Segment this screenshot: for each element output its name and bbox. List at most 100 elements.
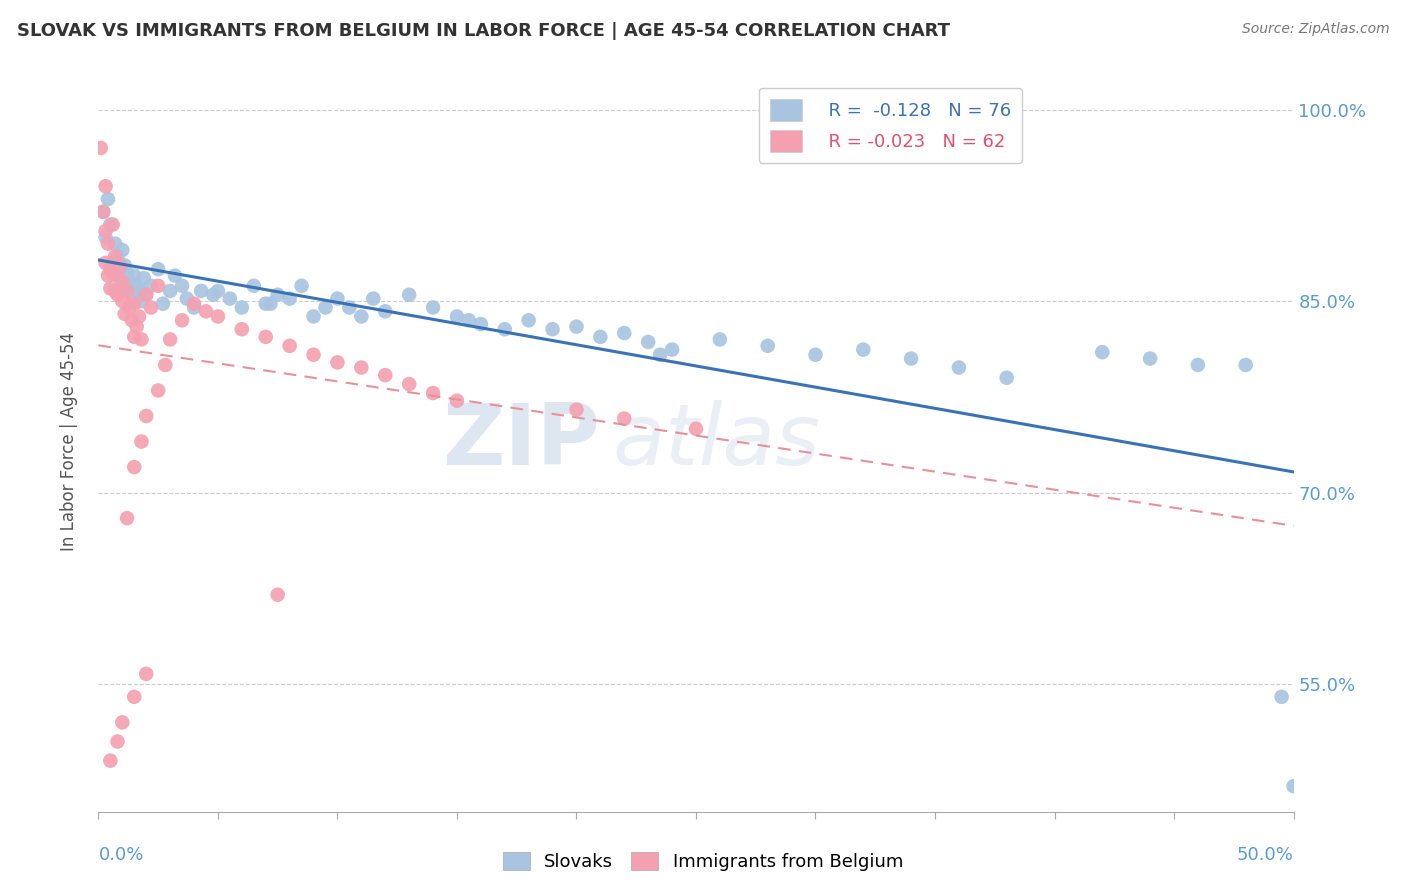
Point bbox=[637, 334, 659, 349]
Point bbox=[398, 377, 420, 392]
Point bbox=[326, 292, 349, 306]
Point bbox=[131, 294, 153, 309]
Point bbox=[121, 313, 143, 327]
Point bbox=[1234, 358, 1257, 372]
Y-axis label: In Labor Force | Age 45-54: In Labor Force | Age 45-54 bbox=[59, 332, 77, 551]
Point bbox=[155, 358, 177, 372]
Point bbox=[363, 292, 385, 306]
Point bbox=[125, 278, 148, 293]
Point bbox=[91, 204, 114, 219]
Point bbox=[231, 322, 253, 336]
Point bbox=[458, 313, 481, 327]
Point bbox=[135, 287, 157, 301]
Text: atlas: atlas bbox=[613, 400, 820, 483]
Point bbox=[163, 268, 186, 283]
Point bbox=[114, 307, 136, 321]
Point bbox=[107, 287, 129, 301]
Point bbox=[494, 322, 516, 336]
Point bbox=[176, 292, 198, 306]
Legend: Slovaks, Immigrants from Belgium: Slovaks, Immigrants from Belgium bbox=[495, 845, 911, 879]
Point bbox=[1139, 351, 1161, 366]
Point bbox=[613, 326, 636, 340]
Point bbox=[374, 304, 396, 318]
Point bbox=[97, 236, 120, 251]
Point bbox=[326, 355, 349, 369]
Point bbox=[148, 384, 170, 398]
Point bbox=[135, 287, 157, 301]
Text: SLOVAK VS IMMIGRANTS FROM BELGIUM IN LABOR FORCE | AGE 45-54 CORRELATION CHART: SLOVAK VS IMMIGRANTS FROM BELGIUM IN LAB… bbox=[17, 22, 950, 40]
Point bbox=[219, 292, 242, 306]
Point bbox=[101, 256, 124, 270]
Point bbox=[98, 262, 122, 277]
Point bbox=[135, 666, 157, 681]
Point bbox=[91, 204, 114, 219]
Point bbox=[259, 296, 281, 310]
Point bbox=[254, 296, 277, 310]
Point bbox=[115, 511, 138, 525]
Point bbox=[111, 715, 134, 730]
Point bbox=[159, 284, 181, 298]
Legend:   R =  -0.128   N = 76,   R = -0.023   N = 62: R = -0.128 N = 76, R = -0.023 N = 62 bbox=[759, 87, 1022, 162]
Point bbox=[756, 339, 779, 353]
Point bbox=[804, 348, 827, 362]
Point bbox=[350, 360, 373, 375]
Point bbox=[148, 262, 170, 277]
Point bbox=[446, 310, 468, 324]
Point bbox=[124, 690, 146, 704]
Point bbox=[446, 393, 468, 408]
Point bbox=[374, 368, 396, 383]
Point bbox=[115, 266, 138, 280]
Point bbox=[995, 370, 1018, 384]
Point bbox=[422, 301, 444, 315]
Point bbox=[613, 411, 636, 425]
Point bbox=[422, 386, 444, 401]
Point bbox=[115, 284, 138, 298]
Point bbox=[94, 230, 117, 244]
Point bbox=[111, 275, 134, 289]
Point bbox=[183, 296, 205, 310]
Point bbox=[900, 351, 922, 366]
Point bbox=[172, 278, 194, 293]
Point bbox=[135, 409, 157, 423]
Point bbox=[183, 301, 205, 315]
Point bbox=[98, 754, 122, 768]
Point bbox=[94, 224, 117, 238]
Point bbox=[278, 339, 301, 353]
Point bbox=[948, 360, 970, 375]
Point bbox=[108, 259, 131, 273]
Point bbox=[131, 434, 153, 449]
Point bbox=[111, 243, 134, 257]
Point bbox=[114, 259, 136, 273]
Point bbox=[190, 284, 212, 298]
Point bbox=[98, 218, 122, 232]
Point bbox=[111, 294, 134, 309]
Point bbox=[207, 310, 229, 324]
Point bbox=[195, 304, 218, 318]
Point bbox=[108, 262, 131, 277]
Point bbox=[172, 313, 194, 327]
Point bbox=[104, 250, 127, 264]
Point bbox=[685, 422, 707, 436]
Point bbox=[231, 301, 253, 315]
Point bbox=[152, 296, 174, 310]
Point bbox=[118, 275, 141, 289]
Point bbox=[124, 268, 146, 283]
Point bbox=[291, 278, 314, 293]
Point bbox=[97, 192, 120, 206]
Text: Source: ZipAtlas.com: Source: ZipAtlas.com bbox=[1241, 22, 1389, 37]
Point bbox=[90, 141, 112, 155]
Point bbox=[267, 287, 290, 301]
Point bbox=[98, 281, 122, 295]
Point bbox=[101, 218, 124, 232]
Point bbox=[132, 271, 155, 285]
Point bbox=[565, 319, 588, 334]
Point bbox=[709, 333, 731, 347]
Point bbox=[107, 268, 129, 283]
Point bbox=[128, 284, 150, 298]
Point bbox=[350, 310, 373, 324]
Point bbox=[589, 330, 612, 344]
Point bbox=[94, 179, 117, 194]
Point bbox=[1091, 345, 1114, 359]
Point bbox=[207, 284, 229, 298]
Point bbox=[648, 348, 672, 362]
